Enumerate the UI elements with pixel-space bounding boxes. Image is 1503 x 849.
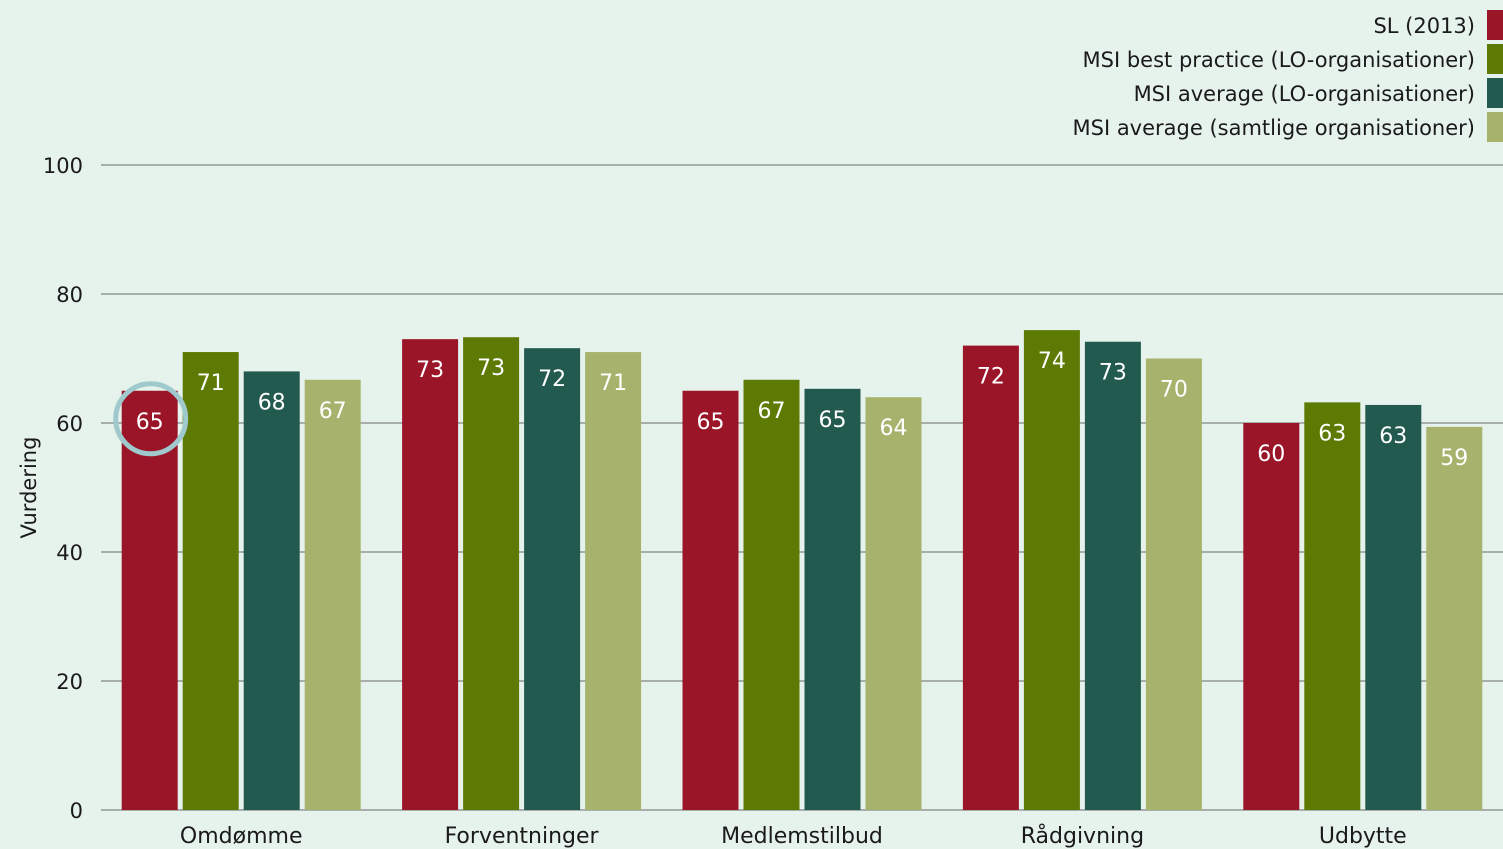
data-label: 72 bbox=[538, 367, 566, 392]
legend-swatch bbox=[1487, 10, 1503, 40]
highlight-circle bbox=[113, 381, 189, 457]
highlight-marker bbox=[113, 381, 189, 457]
bar bbox=[182, 352, 239, 810]
category-label: Rådgivning bbox=[1021, 823, 1144, 849]
data-label: 59 bbox=[1440, 446, 1468, 471]
bar bbox=[463, 337, 520, 810]
data-label: 70 bbox=[1160, 378, 1188, 403]
data-label: 71 bbox=[599, 371, 627, 396]
data-label: 63 bbox=[1379, 424, 1407, 449]
data-label: 65 bbox=[697, 410, 725, 435]
data-label: 65 bbox=[819, 408, 847, 433]
y-tick-label: 60 bbox=[56, 412, 83, 436]
bar bbox=[304, 379, 361, 810]
y-axis-ticks: 0 20 40 60 80 100 bbox=[43, 154, 83, 823]
bar bbox=[743, 379, 800, 810]
y-tick-label: 0 bbox=[70, 799, 83, 823]
y-tick-label: 40 bbox=[56, 541, 83, 565]
bar bbox=[1145, 358, 1202, 810]
data-label: 73 bbox=[477, 356, 505, 381]
bar bbox=[121, 390, 178, 810]
bars: 65 71 68 67 73 73 72 71 65 67 65 64 72 74 73 70 60 63 63 59 bbox=[121, 330, 1483, 810]
legend-swatch bbox=[1487, 112, 1503, 142]
legend-swatch bbox=[1487, 44, 1503, 74]
data-label: 63 bbox=[1318, 421, 1346, 446]
legend-label: MSI best practice (LO-organisationer) bbox=[1083, 48, 1475, 72]
legend-label: SL (2013) bbox=[1373, 14, 1475, 38]
data-label: 60 bbox=[1257, 442, 1285, 467]
category-label: Udbytte bbox=[1319, 824, 1407, 849]
bar bbox=[804, 388, 861, 810]
bar bbox=[682, 390, 739, 810]
data-label: 72 bbox=[977, 365, 1005, 390]
legend-swatch bbox=[1487, 78, 1503, 108]
category-label: Medlemstilbud bbox=[721, 824, 883, 849]
y-tick-label: 80 bbox=[56, 283, 83, 307]
data-label: 67 bbox=[758, 399, 786, 424]
data-label: 67 bbox=[319, 399, 347, 424]
bar bbox=[1084, 341, 1141, 810]
y-axis-label: Vurdering bbox=[17, 437, 41, 539]
data-label: 74 bbox=[1038, 349, 1066, 374]
bar bbox=[1023, 330, 1080, 810]
legend: SL (2013) MSI best practice (LO-organisat… bbox=[1073, 10, 1503, 142]
bar bbox=[524, 348, 581, 810]
bar bbox=[865, 397, 922, 810]
legend-label: MSI average (LO-organisationer) bbox=[1134, 82, 1475, 106]
bar bbox=[243, 371, 300, 810]
bar bbox=[962, 345, 1019, 810]
x-axis-categories: Omdømme Forventninger Medlemstilbud Rådgivn… bbox=[180, 823, 1407, 849]
y-tick-label: 100 bbox=[43, 154, 83, 178]
bar bbox=[402, 339, 459, 810]
category-label: Omdømme bbox=[180, 824, 303, 849]
data-label: 64 bbox=[880, 416, 908, 441]
bar bbox=[585, 352, 642, 810]
legend-label: MSI average (samtlige organisationer) bbox=[1073, 116, 1476, 140]
bar bbox=[1243, 423, 1300, 810]
category-label: Forventninger bbox=[445, 824, 600, 849]
bar bbox=[1365, 404, 1422, 810]
data-label: 71 bbox=[197, 371, 225, 396]
y-tick-label: 20 bbox=[56, 670, 83, 694]
bar bbox=[1426, 426, 1483, 810]
data-label: 73 bbox=[416, 358, 444, 383]
data-label: 73 bbox=[1099, 361, 1127, 386]
bar bbox=[1304, 402, 1361, 810]
data-label: 65 bbox=[136, 410, 164, 435]
data-label: 68 bbox=[258, 390, 286, 415]
